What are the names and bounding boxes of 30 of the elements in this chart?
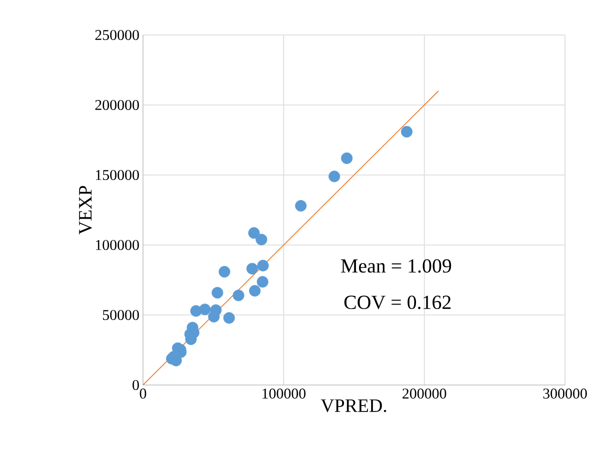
- y-tick-label: 150000: [96, 170, 139, 180]
- point: [341, 152, 353, 164]
- point: [400, 126, 413, 138]
- point: [295, 200, 307, 212]
- point: [246, 262, 258, 274]
- point: [248, 227, 260, 239]
- y-tick-label: 250000: [95, 30, 139, 40]
- point: [218, 266, 230, 278]
- point: [328, 170, 340, 182]
- y-tick-label: 0: [132, 380, 139, 390]
- annotation: COV = 0.162: [344, 296, 451, 310]
- x-tick-label: 0: [140, 388, 146, 399]
- point: [232, 290, 244, 302]
- y-tick-label: 50000: [102, 310, 139, 320]
- point: [256, 234, 268, 246]
- annotation: Mean = 1.009: [341, 259, 452, 273]
- point: [256, 276, 268, 288]
- y-tick-label: 100000: [96, 240, 139, 250]
- point: [208, 310, 220, 322]
- x-axis-title: VPRED.: [320, 399, 386, 412]
- y-tick-label: 200000: [95, 100, 139, 110]
- x-tick-label: 100000: [262, 388, 306, 399]
- point: [249, 285, 261, 297]
- point: [199, 304, 211, 316]
- y-axis-title: VEXP: [79, 186, 92, 234]
- point: [223, 312, 235, 324]
- point: [212, 286, 224, 299]
- x-tick-label: 200000: [402, 388, 446, 399]
- point: [257, 260, 269, 272]
- x-tick-label: 300000: [543, 388, 587, 399]
